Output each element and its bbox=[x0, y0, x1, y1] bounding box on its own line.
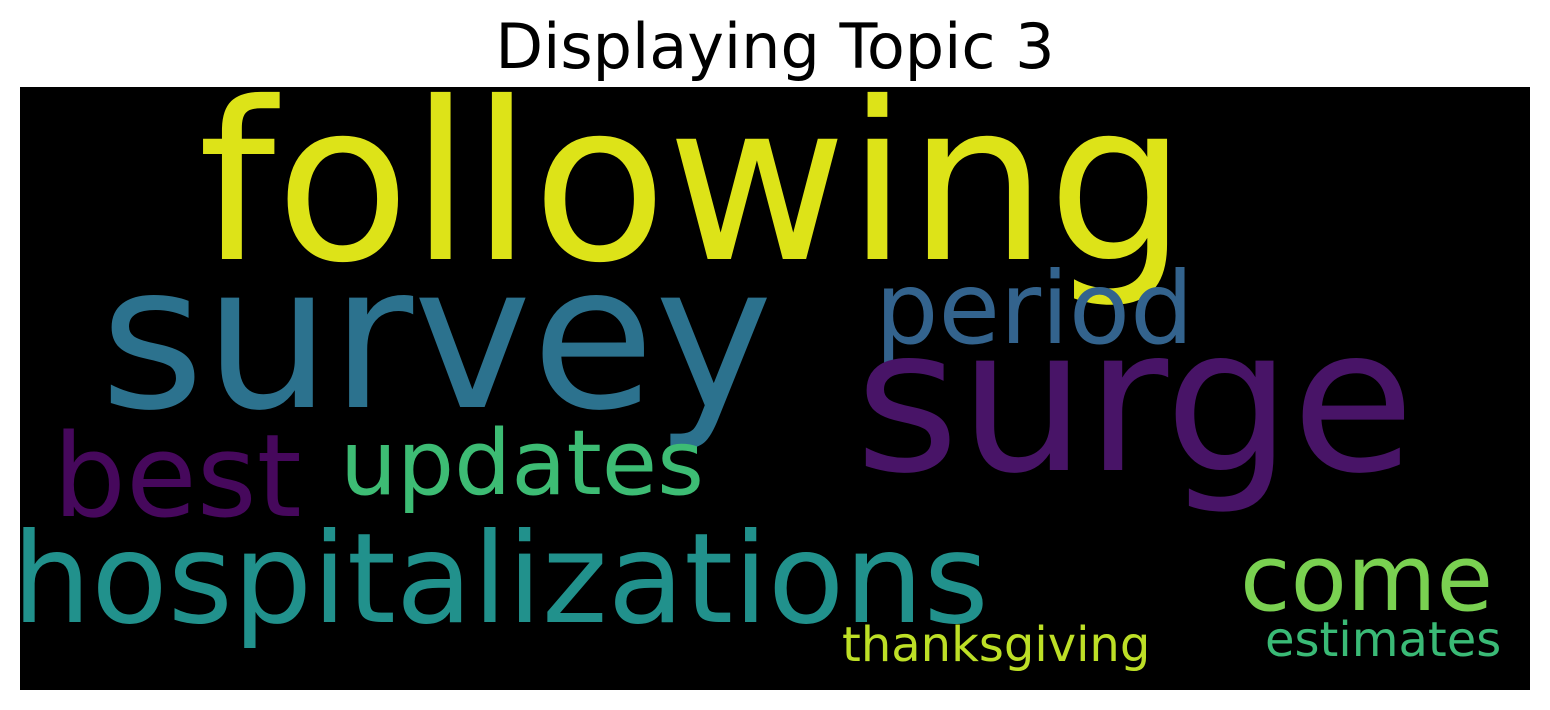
word-come: come bbox=[1240, 525, 1494, 632]
word-thanksgiving: thanksgiving bbox=[842, 617, 1151, 673]
word-following: following bbox=[198, 87, 1188, 311]
word-survey: survey bbox=[100, 222, 773, 455]
word-hospitalizations: hospitalizations bbox=[20, 507, 989, 652]
word-estimates: estimates bbox=[1265, 612, 1502, 668]
figure-title: Displaying Topic 3 bbox=[495, 10, 1055, 83]
word-updates: updates bbox=[340, 411, 704, 516]
word-cloud: following period survey surge best updat… bbox=[20, 87, 1530, 690]
word-best: best bbox=[53, 410, 302, 544]
word-surge: surge bbox=[855, 285, 1415, 518]
word-period: period bbox=[875, 250, 1194, 367]
